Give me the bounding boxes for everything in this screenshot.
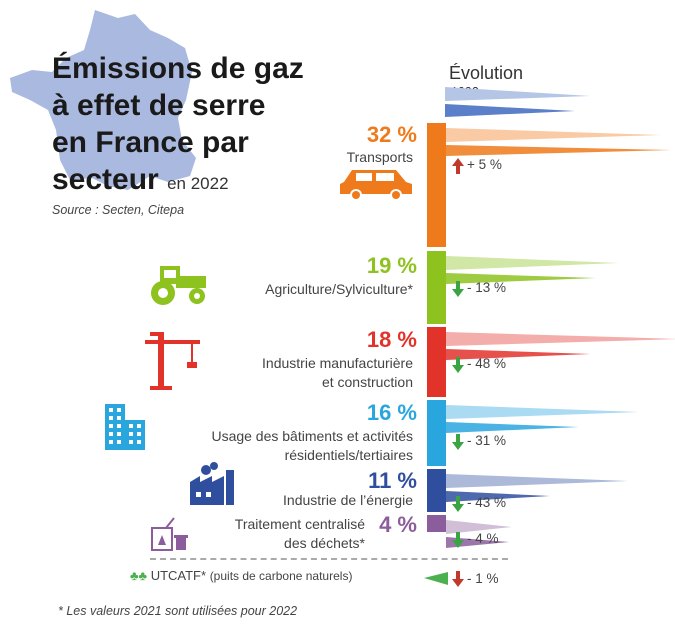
arrow-down-icon: [452, 434, 464, 450]
wedge-2022-dechets: [446, 537, 510, 548]
evolution-label-transports: + 5 %: [467, 157, 502, 172]
factory-icon: [190, 462, 234, 505]
value-label-transports: 32 %: [366, 122, 417, 147]
wedge-1990-dechets: [446, 520, 512, 534]
building-icon: [105, 404, 145, 450]
source-note: Source : Secten, Citepa: [52, 203, 185, 217]
wedge-1990-industrie: [446, 332, 675, 346]
category-label-industrie: Industrie manufacturière et construction: [262, 355, 413, 390]
value-label-batiments: 16 %: [366, 400, 417, 425]
title-year: en 2022: [167, 174, 229, 193]
arrow-down-icon: [452, 357, 464, 373]
evolution-label-industrie: - 48 %: [467, 356, 507, 371]
title-line-1: Émissions de gaz: [52, 52, 304, 85]
wedge-2022-transports: [446, 145, 672, 156]
value-label-industrie: 18 %: [366, 327, 417, 352]
bar-energie: [427, 469, 446, 512]
evolution-label-dechets: - 4 %: [467, 531, 499, 546]
france-map-shape: [10, 10, 196, 190]
legend-wedge-1990: [445, 87, 590, 101]
evolution-title: Évolution: [449, 63, 524, 83]
waste-icon: [151, 517, 188, 551]
evolution-label-agriculture: - 13 %: [467, 280, 507, 295]
wedge-2022-energie: [446, 491, 550, 502]
title-line-4: secteur en 2022: [52, 161, 304, 202]
bar-transports: [427, 123, 446, 247]
category-label-dechets: Traitement centralisé des déchets*: [234, 516, 365, 551]
evolution-label-utcatf: - 1 %: [467, 571, 499, 586]
arrow-down-icon: [452, 496, 464, 512]
crane-icon: [145, 332, 200, 390]
car-icon: [340, 170, 412, 201]
evolution-label-energie: - 43 %: [467, 495, 507, 510]
value-label-agriculture: 19 %: [366, 253, 417, 278]
bar-agriculture: [427, 251, 446, 324]
value-label-energie: 11 %: [368, 468, 417, 493]
category-label-agriculture: Agriculture/Sylviculture*: [265, 281, 413, 297]
separator-line: [150, 558, 508, 560]
bar-industrie: [427, 327, 446, 397]
title-line-3: en France par: [52, 126, 249, 159]
footnote: * Les valeurs 2021 sont utilisées pour 2…: [58, 604, 298, 618]
france-map-icon: [10, 10, 196, 190]
arrow-up-icon: [452, 158, 464, 174]
evolution-label-batiments: - 31 %: [467, 433, 507, 448]
category-label-transports: Transports: [346, 149, 413, 165]
wedge-utcatf: [424, 572, 448, 585]
bar-dechets: [427, 515, 446, 532]
bar-batiments: [427, 400, 446, 466]
chart-title: Émissions de gaz à effet de serre en Fra…: [52, 50, 304, 202]
legend-wedge-2022: [445, 104, 575, 117]
utcatf-sublabel: (puits de carbone naturels): [209, 569, 353, 583]
category-label-batiments: Usage des bâtiments et activités résident…: [211, 428, 413, 463]
wedge-1990-batiments: [446, 405, 639, 419]
tractor-icon: [151, 266, 206, 305]
tree-icon: ♣♣: [130, 568, 148, 583]
wedge-1990-transports: [446, 128, 661, 142]
utcatf-row: ♣♣ UTCATF* (puits de carbone naturels): [130, 568, 352, 583]
utcatf-label: UTCATF*: [150, 568, 207, 583]
arrow-down-icon: [452, 281, 464, 297]
arrow-down-icon: [452, 571, 464, 587]
title-line-2: à effet de serre: [52, 89, 266, 122]
wedge-2022-agriculture: [446, 273, 597, 284]
category-label-energie: Industrie de l’énergie: [283, 492, 413, 508]
value-label-dechets: 4 %: [379, 512, 417, 537]
arrow-down-icon: [452, 532, 464, 548]
wedge-2022-industrie: [446, 349, 591, 360]
wedge-1990-agriculture: [446, 256, 619, 270]
title-secteur: secteur: [52, 163, 159, 196]
wedge-1990-energie: [446, 474, 629, 488]
wedge-2022-batiments: [446, 422, 579, 433]
